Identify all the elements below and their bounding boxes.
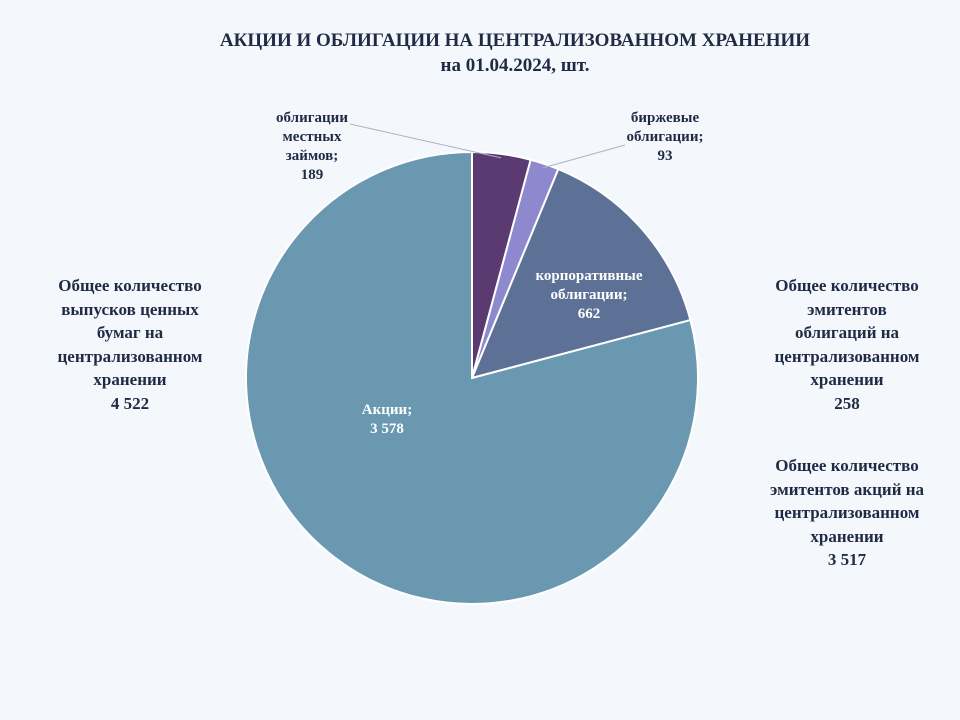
summary-line: выпусков ценных: [61, 299, 199, 319]
summary-line: хранении: [810, 370, 884, 389]
summary-line: Общее количество: [775, 456, 919, 475]
slice-value: 662: [578, 306, 601, 322]
summary-line: эмитентов: [807, 299, 887, 319]
slice-label-line: займов;: [286, 148, 338, 164]
leader-line: [543, 144, 626, 169]
slice-label: Акции; 3 578: [362, 402, 412, 437]
summary-value: 3 517: [827, 550, 867, 569]
summary-line: централизованном: [57, 346, 203, 366]
summary-line: облигаций на: [794, 323, 900, 342]
share-issuers-summary: Общее количество эмитентов акций на цент…: [752, 454, 942, 572]
slice-label-line: биржевые: [631, 110, 700, 126]
chart-title: АКЦИИ И ОБЛИГАЦИИ НА ЦЕНТРАЛИЗОВАННОМ ХР…: [0, 28, 960, 78]
bond-issuers-summary: Общее количество эмитентов облигаций на …: [752, 274, 942, 415]
slice-value: 189: [301, 167, 324, 183]
summary-line: централизованном: [774, 503, 920, 522]
summary-line: Общее количество: [775, 276, 919, 295]
summary-line: эмитентов акций на: [769, 479, 925, 499]
slice-label-line: облигации: [276, 110, 348, 126]
pie-slice: [470, 167, 692, 380]
summary-line: Общее количество: [58, 276, 202, 295]
slice-label-line: Акции;: [362, 402, 412, 418]
leader-line: [349, 123, 502, 159]
slice-label-line: облигации;: [627, 129, 704, 145]
slice-label-line: корпоративные: [535, 268, 642, 284]
pie-slice: [245, 150, 699, 605]
slice-label-line: местных: [283, 129, 342, 145]
slice-label: корпоративные облигации; 662: [535, 268, 642, 322]
slice-label: облигации местных займов; 189: [276, 110, 348, 183]
slice-label: биржевые облигации; 93: [627, 110, 704, 164]
slice-value: 3 578: [370, 421, 404, 437]
summary-line: централизованном: [774, 346, 920, 366]
summary-line: бумаг на: [96, 323, 164, 342]
chart-title-line2: на 01.04.2024, шт.: [440, 55, 590, 76]
summary-line: хранении: [810, 526, 884, 546]
summary-value: 258: [834, 393, 860, 413]
total-issues-summary: Общее количество выпусков ценных бумаг н…: [30, 274, 230, 415]
chart-title-line1: АКЦИИ И ОБЛИГАЦИИ НА ЦЕНТРАЛИЗОВАННОМ ХР…: [219, 30, 811, 51]
slice-label-line: облигации;: [551, 287, 628, 303]
summary-value: 4 522: [110, 393, 150, 413]
summary-line: хранении: [93, 370, 167, 389]
slice-value: 93: [658, 148, 673, 164]
